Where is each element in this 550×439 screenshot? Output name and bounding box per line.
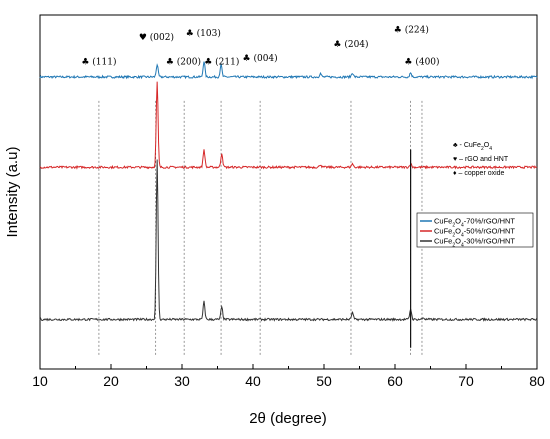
x-tick-label: 10 (32, 373, 48, 389)
peak-label: ♣ (224) (394, 25, 429, 36)
legend-entry: CuFe2O4-50%/rGO/HNT (434, 227, 515, 239)
series-line-2 (39, 159, 538, 322)
peak-label: ♣ (211) (204, 57, 239, 68)
y-axis-title: Intensity (a.u) (4, 147, 21, 238)
x-tick-label: 50 (316, 373, 332, 389)
peak-label: ♣ (004) (243, 53, 278, 64)
legend-entry: CuFe2O4-30%/rGO/HNT (434, 237, 515, 249)
plot-frame (39, 14, 538, 370)
symbol-note: ♦ – copper oxide (453, 170, 505, 177)
symbol-notes: ♣ - CuFe2O4 ♥ – rGO and HNT ♦ – copper oxi… (453, 142, 509, 177)
legend-entry: CuFe2O4-70%/rGO/HNT (434, 217, 515, 229)
peak-label: ♣ (111) (81, 57, 116, 68)
peak-label: ♣ (103) (186, 28, 221, 39)
peak-label: ♣ (204) (333, 39, 368, 50)
symbol-note: ♣ - CuFe2O4 (453, 142, 492, 152)
x-axis-ticks: 10 20 30 40 50 60 70 80 (32, 364, 545, 389)
x-tick-label: 40 (245, 373, 261, 389)
legend-box (416, 212, 534, 248)
series-line-1 (39, 81, 538, 170)
x-axis-title: 2θ (degree) (249, 410, 327, 427)
series-layer (39, 61, 538, 348)
x-tick-label: 30 (174, 373, 190, 389)
symbol-note: ♥ – rGO and HNT (453, 156, 509, 163)
x-tick-label: 80 (529, 373, 545, 389)
legend: CuFe2O4-70%/rGO/HNTCuFe2O4-50%/rGO/HNTCu… (416, 212, 534, 249)
peak-label: ♣ (200) (166, 57, 201, 68)
peak-label: ♥ (002) (139, 32, 174, 43)
x-tick-label: 60 (387, 373, 403, 389)
x-tick-label: 20 (103, 373, 119, 389)
series-line-0 (39, 61, 538, 80)
peak-label: ♣ (400) (404, 57, 439, 68)
peak-labels: ♣ (111) ♥ (002) ♣ (200) ♣ (103) ♣ (211) ♣ (00… (81, 25, 439, 68)
x-tick-label: 70 (458, 373, 474, 389)
